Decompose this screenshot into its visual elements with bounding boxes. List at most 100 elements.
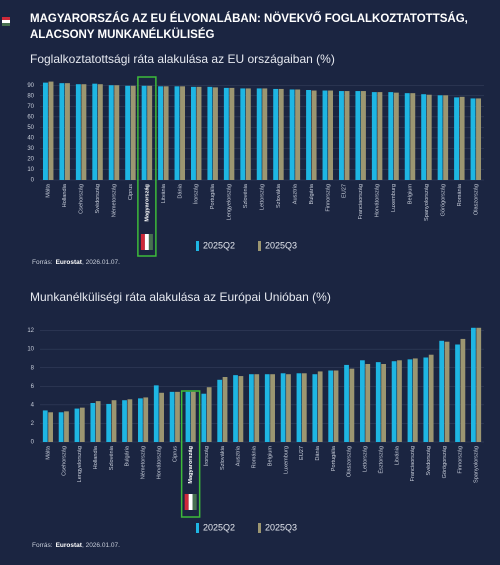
source-part: , 2026.01.07. — [82, 259, 120, 266]
x-tick-label: Luxemburg — [283, 446, 289, 474]
bar — [169, 391, 175, 442]
x-tick-label: Csehország — [61, 446, 67, 476]
bar — [273, 88, 279, 180]
x-tick-label: Szlovákia — [276, 183, 282, 208]
bar — [59, 83, 65, 180]
bar — [360, 91, 366, 180]
source: Forrás: Eurostat, 2026.01.07. — [32, 542, 120, 549]
bar — [388, 92, 394, 180]
highlight-box — [137, 76, 157, 257]
bar — [212, 87, 218, 180]
bar — [201, 393, 207, 442]
bar — [338, 91, 344, 180]
bar — [174, 86, 180, 180]
bar — [254, 374, 260, 442]
bar — [454, 97, 460, 180]
y-tick-label: 10 — [27, 347, 34, 353]
bar — [306, 90, 312, 180]
bar — [108, 85, 114, 180]
bar — [127, 399, 133, 442]
x-tick-label: Spanyolország — [424, 184, 430, 221]
x-tick-label: Ciprus — [172, 446, 178, 462]
bar — [249, 374, 254, 442]
bar — [428, 354, 434, 442]
bar — [311, 90, 317, 180]
bar — [75, 84, 81, 180]
bar — [42, 410, 48, 442]
bar — [114, 85, 120, 180]
bar — [377, 92, 383, 180]
bar — [138, 398, 143, 442]
bar — [328, 90, 334, 180]
bar — [206, 387, 212, 442]
bar — [217, 379, 223, 442]
bar — [381, 364, 386, 442]
x-tick-label: Románia — [457, 183, 463, 206]
x-tick-label: Franciaország — [358, 184, 364, 219]
bar — [471, 327, 476, 442]
bar — [229, 87, 235, 180]
x-tick-label: Lengyelország — [77, 446, 83, 482]
x-tick-label: Csehország — [79, 184, 85, 214]
hungarian-flag — [140, 234, 153, 250]
bar — [106, 403, 112, 442]
header-flag — [2, 17, 10, 26]
bar — [163, 86, 169, 180]
flag-stripe — [184, 494, 189, 510]
x-tick-label: Franciaország — [410, 446, 416, 481]
bar — [222, 377, 228, 442]
bar — [125, 85, 131, 180]
x-tick-label: Hollandia — [62, 183, 68, 207]
bar — [74, 408, 80, 442]
flag-stripe — [192, 494, 197, 510]
page-title: MAGYARORSZÁG AZ EU ÉLVONALÁBAN: NÖVEKVŐ … — [30, 12, 468, 25]
bar — [333, 370, 339, 442]
x-tick-label: Bulgária — [309, 183, 315, 204]
x-tick-label: Litvánia — [394, 445, 400, 465]
bar — [371, 92, 377, 180]
bar — [196, 86, 202, 180]
bar — [360, 360, 365, 442]
x-tick-label: Finnország — [325, 184, 331, 212]
x-tick-label: Portugália — [331, 445, 337, 471]
x-tick-label: Lettország — [363, 446, 369, 472]
x-tick-label: Ausztria — [236, 445, 242, 466]
bar — [355, 91, 361, 180]
bar — [238, 376, 244, 442]
bar — [147, 85, 153, 180]
bar — [180, 86, 186, 180]
bar — [90, 403, 96, 442]
x-tick-label: Hollandia — [93, 445, 99, 469]
bar — [48, 81, 54, 180]
y-tick-label: 0 — [31, 178, 35, 184]
bar — [130, 85, 136, 180]
bar — [444, 341, 450, 442]
legend-label: 2025Q2 — [203, 522, 235, 532]
bar — [349, 368, 355, 442]
x-tick-label: Belgium — [267, 446, 273, 467]
bar — [143, 397, 149, 442]
legend-label: 2025Q2 — [203, 240, 235, 250]
bar — [264, 374, 270, 442]
x-tick-label: Magyarország — [188, 445, 194, 483]
bar — [278, 88, 284, 180]
bar — [393, 92, 399, 180]
bar — [476, 98, 482, 180]
x-tick-label: Görögország — [440, 184, 446, 216]
flag-stripe — [144, 234, 149, 250]
bar — [322, 90, 328, 180]
x-tick-label: Bulgária — [125, 445, 131, 466]
x-tick-label: EU27 — [342, 184, 348, 198]
x-tick-label: Észtország — [377, 446, 384, 474]
source-part: Eurostat — [56, 259, 83, 266]
source: Forrás: Eurostat, 2026.01.07. — [32, 259, 120, 266]
x-tick-label: Svédország — [95, 184, 101, 214]
source-part: Forrás: — [32, 542, 53, 549]
legend-swatch — [258, 241, 261, 251]
bar — [92, 83, 98, 180]
bar — [245, 88, 251, 180]
bar — [397, 360, 402, 442]
x-tick-label: Németország — [111, 184, 117, 217]
bar — [439, 340, 445, 442]
